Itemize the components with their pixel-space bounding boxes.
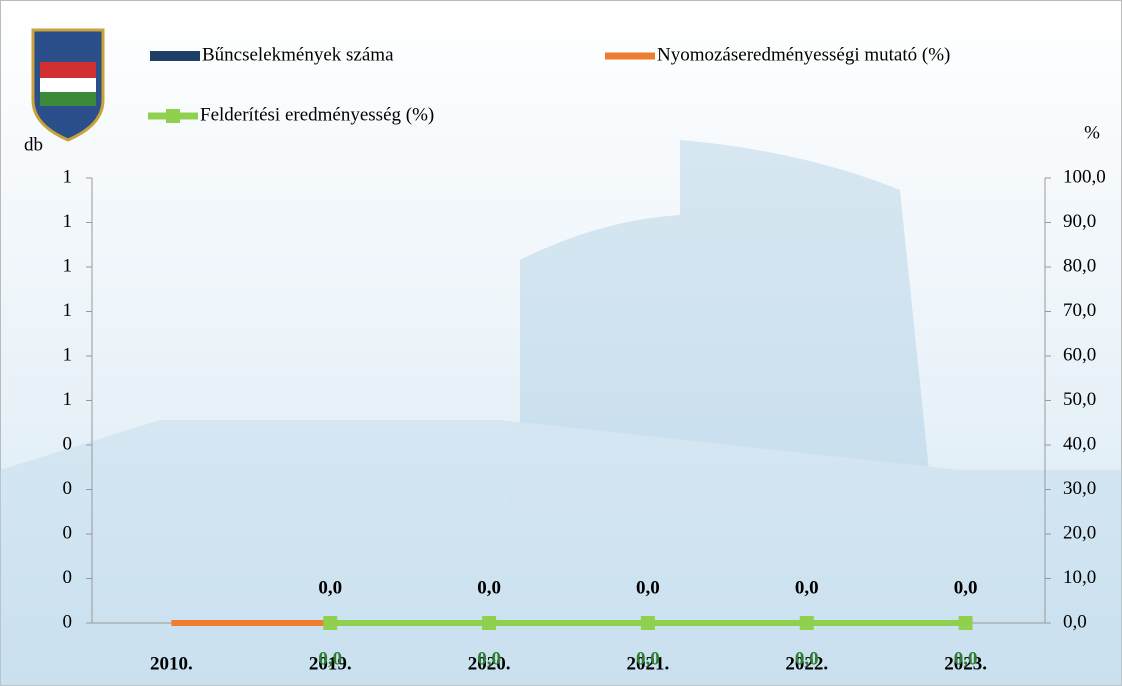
y-tick-label: 1 [63,211,73,232]
y-tick-label: 0 [63,522,73,543]
marker [799,616,814,630]
data-label: 0,0 [477,648,501,669]
data-label: 0,0 [636,648,660,669]
y-tick-label: 0 [63,567,73,588]
data-label: 0,0 [954,577,978,598]
marker [323,616,338,630]
data-label: 0,0 [477,577,501,598]
y-tick-label: 1 [63,300,73,321]
x-tick-label: 2019. [309,653,352,674]
y2-tick-label: 40,0 [1063,433,1096,454]
y2-tick-label: 50,0 [1063,389,1096,410]
y-tick-label: 1 [63,344,73,365]
y2-tick-label: 90,0 [1063,211,1096,232]
y-axis-label: db [24,134,43,155]
x-tick-label: 2021. [627,653,670,674]
data-label: 0,0 [795,648,819,669]
x-tick-label: 2023. [944,653,987,674]
marker [958,616,973,630]
building [0,140,1122,686]
legend-label: Felderítési eredményesség (%) [200,104,434,125]
logo [31,28,105,142]
data-label: 0,0 [318,648,342,669]
y2-tick-label: 30,0 [1063,478,1096,499]
x-tick-label: 2020. [468,653,511,674]
y2-tick-label: 80,0 [1063,255,1096,276]
y2-tick-label: 20,0 [1063,522,1096,543]
data-label: 0,0 [954,648,978,669]
legend-label: Bűncselekmények száma [202,44,394,65]
x-tick-label: 2022. [785,653,828,674]
y2-tick-label: 70,0 [1063,300,1096,321]
data-label: 0,0 [636,577,660,598]
legend-marker [166,109,180,123]
y-tick-label: 1 [63,389,73,410]
y2-tick-label: 0,0 [1063,611,1087,632]
marker [482,616,497,630]
y2-tick-label: 100,0 [1063,166,1106,187]
y-tick-label: 0 [63,433,73,454]
y2-axis-label: % [1084,122,1100,143]
y2-tick-label: 10,0 [1063,567,1096,588]
y2-tick-label: 60,0 [1063,344,1096,365]
data-label: 0,0 [318,577,342,598]
legend-swatch [150,51,200,61]
y-tick-label: 0 [63,478,73,499]
y-tick-label: 1 [63,255,73,276]
y-tick-label: 0 [63,611,73,632]
legend-label: Nyomozáseredményességi mutató (%) [657,44,950,65]
x-tick-label: 2010. [150,653,193,674]
marker [640,616,655,630]
y-tick-label: 1 [63,166,73,187]
data-label: 0,0 [795,577,819,598]
